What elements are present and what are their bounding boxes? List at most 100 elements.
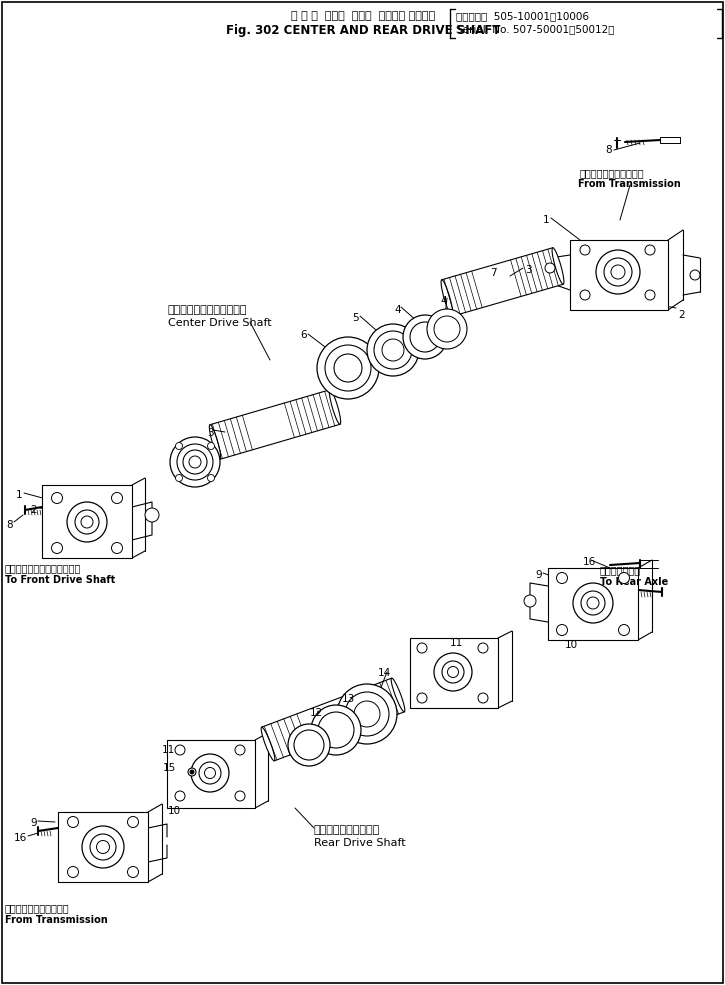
Circle shape <box>513 278 523 288</box>
Circle shape <box>128 817 138 827</box>
Circle shape <box>580 245 590 255</box>
Circle shape <box>90 834 116 860</box>
Circle shape <box>645 245 655 255</box>
Text: From Transmission: From Transmission <box>5 915 108 925</box>
Ellipse shape <box>294 730 324 760</box>
Ellipse shape <box>334 354 362 382</box>
Circle shape <box>112 543 123 554</box>
Ellipse shape <box>345 692 389 736</box>
Polygon shape <box>167 740 255 808</box>
Circle shape <box>645 290 655 300</box>
Polygon shape <box>262 678 405 760</box>
Text: Serial  No. 507-50001～50012）: Serial No. 507-50001～50012） <box>456 24 615 34</box>
Text: Rear Drive Shaft: Rear Drive Shaft <box>314 838 405 848</box>
Text: 2: 2 <box>30 505 37 515</box>
Ellipse shape <box>317 337 379 399</box>
Circle shape <box>417 693 427 703</box>
Circle shape <box>67 867 78 878</box>
Circle shape <box>596 250 640 294</box>
Circle shape <box>81 516 93 528</box>
Polygon shape <box>410 638 498 708</box>
Text: 9: 9 <box>30 818 37 828</box>
Ellipse shape <box>427 309 467 349</box>
Circle shape <box>96 840 109 853</box>
Ellipse shape <box>374 331 412 369</box>
Text: 3: 3 <box>525 265 531 275</box>
Circle shape <box>557 624 568 635</box>
Circle shape <box>51 543 62 554</box>
Circle shape <box>175 745 185 755</box>
Text: 1: 1 <box>543 215 550 225</box>
Circle shape <box>190 770 194 774</box>
Circle shape <box>447 667 458 678</box>
Text: リヤアクスルへ: リヤアクスルへ <box>600 565 641 575</box>
Ellipse shape <box>434 316 460 342</box>
Circle shape <box>207 475 215 482</box>
Circle shape <box>611 265 625 279</box>
Polygon shape <box>58 812 148 882</box>
Circle shape <box>516 281 520 285</box>
Circle shape <box>175 791 185 801</box>
Ellipse shape <box>311 705 361 755</box>
Circle shape <box>199 762 221 784</box>
Circle shape <box>478 643 488 653</box>
Text: 7: 7 <box>490 268 497 278</box>
Circle shape <box>478 693 488 703</box>
Text: 6: 6 <box>300 330 307 340</box>
Text: Center Drive Shaft: Center Drive Shaft <box>168 318 272 328</box>
Text: 5: 5 <box>352 313 359 323</box>
Text: From Transmission: From Transmission <box>578 179 681 189</box>
Text: 8: 8 <box>605 145 612 155</box>
Text: 1: 1 <box>16 490 22 500</box>
Text: To Front Drive Shaft: To Front Drive Shaft <box>5 575 115 585</box>
Circle shape <box>67 817 78 827</box>
Polygon shape <box>570 240 668 310</box>
Circle shape <box>434 653 472 691</box>
Text: セ ン タ  および  リヤー  ドライブ シャフト: セ ン タ および リヤー ドライブ シャフト <box>291 11 435 21</box>
Text: 2: 2 <box>678 310 684 320</box>
Text: 9: 9 <box>535 570 542 580</box>
Circle shape <box>207 442 215 449</box>
Ellipse shape <box>552 247 564 285</box>
Circle shape <box>690 270 700 280</box>
Ellipse shape <box>337 684 397 744</box>
Text: トランスミッションから: トランスミッションから <box>5 903 70 913</box>
Circle shape <box>524 595 536 607</box>
Text: 13: 13 <box>342 694 355 704</box>
Text: 15: 15 <box>163 763 176 773</box>
Text: （適用号機  505-10001～10006: （適用号機 505-10001～10006 <box>456 11 589 21</box>
Ellipse shape <box>329 390 341 425</box>
Ellipse shape <box>403 315 447 359</box>
Circle shape <box>191 754 229 792</box>
Circle shape <box>204 767 215 778</box>
Circle shape <box>82 826 124 868</box>
Circle shape <box>235 745 245 755</box>
Circle shape <box>175 475 183 482</box>
Circle shape <box>188 768 196 776</box>
Circle shape <box>145 508 159 522</box>
Text: Fig. 302 CENTER AND REAR DRIVE SHAFT: Fig. 302 CENTER AND REAR DRIVE SHAFT <box>225 24 500 37</box>
Ellipse shape <box>410 322 440 352</box>
Text: 4: 4 <box>394 305 401 315</box>
Circle shape <box>618 624 629 635</box>
Text: 11: 11 <box>162 745 175 755</box>
Text: 12: 12 <box>310 708 323 718</box>
Circle shape <box>587 597 599 609</box>
Text: 16: 16 <box>583 557 596 567</box>
Circle shape <box>573 583 613 623</box>
Ellipse shape <box>288 724 330 766</box>
Circle shape <box>112 492 123 503</box>
Polygon shape <box>42 485 132 558</box>
Circle shape <box>175 442 183 449</box>
Text: 11: 11 <box>450 638 463 648</box>
Text: センタードライブシャフト: センタードライブシャフト <box>168 305 247 315</box>
Text: 8: 8 <box>6 520 12 530</box>
Text: 16: 16 <box>14 833 28 843</box>
Circle shape <box>581 591 605 615</box>
Text: リヤドライブシャフト: リヤドライブシャフト <box>314 825 380 835</box>
Text: To Rear Axle: To Rear Axle <box>600 577 668 587</box>
Circle shape <box>618 572 629 583</box>
Polygon shape <box>210 390 340 459</box>
Circle shape <box>442 661 464 683</box>
Ellipse shape <box>318 712 354 748</box>
